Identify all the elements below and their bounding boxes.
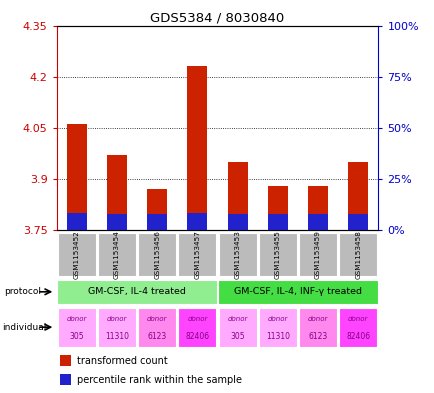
Text: 11310: 11310 <box>105 332 128 341</box>
Bar <box>258 308 296 347</box>
Bar <box>227 162 247 230</box>
Bar <box>147 189 167 230</box>
Bar <box>339 308 376 347</box>
Text: donor: donor <box>187 316 207 322</box>
Text: GSM1153457: GSM1153457 <box>194 230 200 279</box>
Bar <box>59 355 71 366</box>
Text: GSM1153452: GSM1153452 <box>73 230 79 279</box>
Text: 305: 305 <box>69 332 84 341</box>
Bar <box>267 185 287 230</box>
Bar <box>348 214 368 230</box>
Bar <box>299 308 336 347</box>
Bar <box>58 308 95 347</box>
Text: transformed count: transformed count <box>77 356 168 366</box>
Bar <box>66 124 86 230</box>
Bar <box>218 233 256 276</box>
Text: donor: donor <box>267 316 287 322</box>
Bar <box>187 66 207 230</box>
Bar <box>58 233 95 276</box>
Bar <box>339 233 376 276</box>
Text: individual: individual <box>2 323 46 332</box>
Bar <box>227 214 247 230</box>
Text: donor: donor <box>347 316 368 322</box>
Bar <box>98 308 135 347</box>
Text: GM-CSF, IL-4, INF-γ treated: GM-CSF, IL-4, INF-γ treated <box>233 287 361 296</box>
Text: 82406: 82406 <box>345 332 369 341</box>
Bar <box>307 185 327 230</box>
Bar <box>307 214 327 230</box>
Text: GSM1153454: GSM1153454 <box>114 230 120 279</box>
Bar <box>348 162 368 230</box>
Text: GSM1153453: GSM1153453 <box>234 230 240 279</box>
Bar <box>218 280 377 303</box>
Bar <box>178 308 216 347</box>
Text: donor: donor <box>147 316 167 322</box>
Bar <box>178 233 216 276</box>
Bar <box>218 308 256 347</box>
Text: GSM1153456: GSM1153456 <box>154 230 160 279</box>
Text: GSM1153458: GSM1153458 <box>355 230 361 279</box>
Text: 82406: 82406 <box>185 332 209 341</box>
Text: 305: 305 <box>230 332 244 341</box>
Bar <box>57 280 216 303</box>
Bar <box>138 233 176 276</box>
Text: donor: donor <box>227 316 247 322</box>
Text: GM-CSF, IL-4 treated: GM-CSF, IL-4 treated <box>88 287 186 296</box>
Bar <box>59 374 71 385</box>
Bar <box>267 214 287 230</box>
Bar <box>187 213 207 230</box>
Text: GSM1153455: GSM1153455 <box>274 230 280 279</box>
Bar <box>147 214 167 230</box>
Text: protocol: protocol <box>4 287 41 296</box>
Bar <box>107 214 127 230</box>
Text: donor: donor <box>66 316 87 322</box>
Bar <box>299 233 336 276</box>
Bar <box>66 213 86 230</box>
Bar <box>138 308 176 347</box>
Bar <box>258 233 296 276</box>
Bar <box>107 155 127 230</box>
Text: 11310: 11310 <box>265 332 289 341</box>
Text: donor: donor <box>307 316 328 322</box>
Text: percentile rank within the sample: percentile rank within the sample <box>77 375 242 385</box>
Text: 6123: 6123 <box>308 332 327 341</box>
Bar <box>98 233 135 276</box>
Text: GSM1153459: GSM1153459 <box>314 230 320 279</box>
Title: GDS5384 / 8030840: GDS5384 / 8030840 <box>150 11 284 24</box>
Text: 6123: 6123 <box>147 332 166 341</box>
Text: donor: donor <box>106 316 127 322</box>
